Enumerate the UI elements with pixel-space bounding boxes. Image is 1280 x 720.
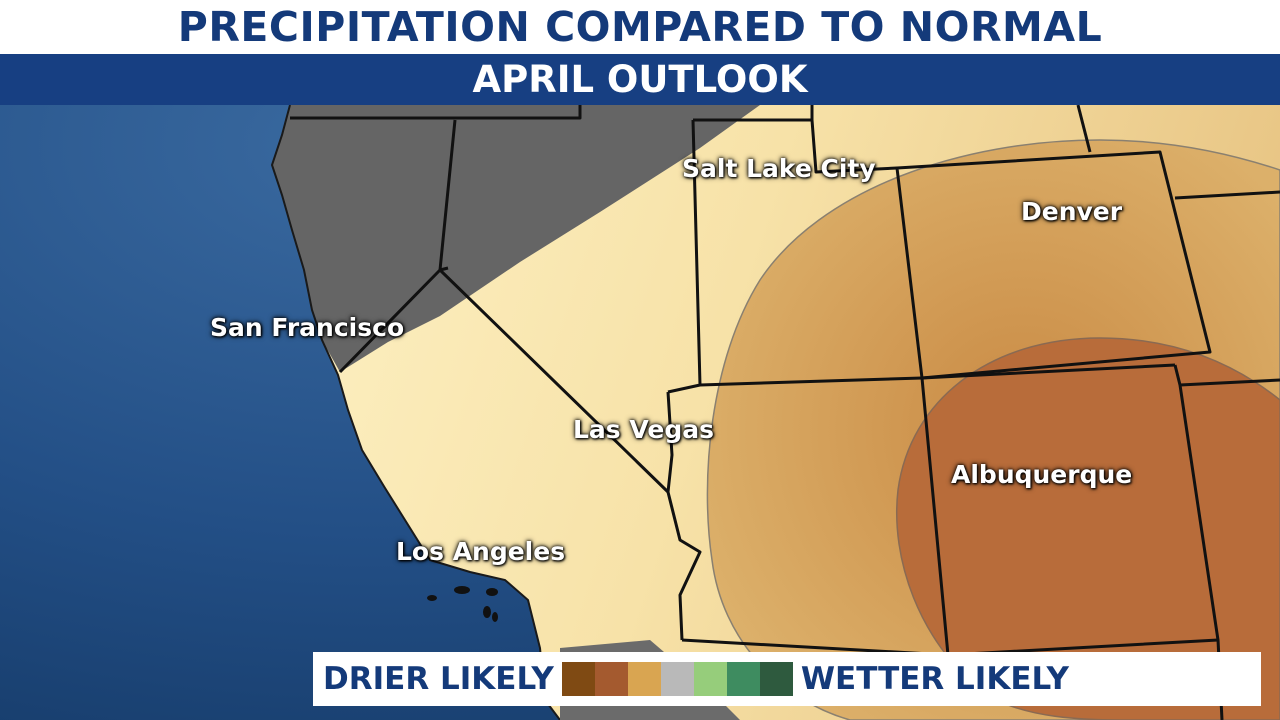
title-bar: PRECIPITATION COMPARED TO NORMAL — [0, 0, 1280, 54]
legend-wetter-label: WETTER LIKELY — [800, 661, 1069, 697]
coastline — [270, 104, 561, 720]
city-label-san-francisco: San Francisco — [210, 313, 405, 342]
legend-drier-label: DRIER LIKELY — [323, 661, 554, 697]
page-subtitle: APRIL OUTLOOK — [472, 58, 808, 101]
city-label-las-vegas: Las Vegas — [573, 415, 714, 444]
legend-swatch — [726, 662, 760, 696]
city-label-los-angeles: Los Angeles — [396, 537, 566, 566]
legend-swatch — [594, 662, 628, 696]
city-label-salt-lake-city: Salt Lake City — [682, 154, 876, 183]
equal-chances-region — [272, 105, 760, 372]
subtitle-bar: APRIL OUTLOOK — [0, 54, 1280, 105]
city-label-denver: Denver — [1021, 197, 1123, 226]
legend-swatch — [660, 662, 694, 696]
page-title: PRECIPITATION COMPARED TO NORMAL — [177, 3, 1103, 51]
legend-swatch — [759, 662, 793, 696]
channel-islands — [427, 586, 498, 622]
city-label-albuquerque: Albuquerque — [951, 460, 1133, 489]
legend-swatch — [627, 662, 661, 696]
legend-swatch — [693, 662, 727, 696]
legend-swatches — [561, 662, 793, 696]
legend: DRIER LIKELY WETTER LIKELY — [313, 652, 1261, 706]
legend-swatch — [561, 662, 595, 696]
